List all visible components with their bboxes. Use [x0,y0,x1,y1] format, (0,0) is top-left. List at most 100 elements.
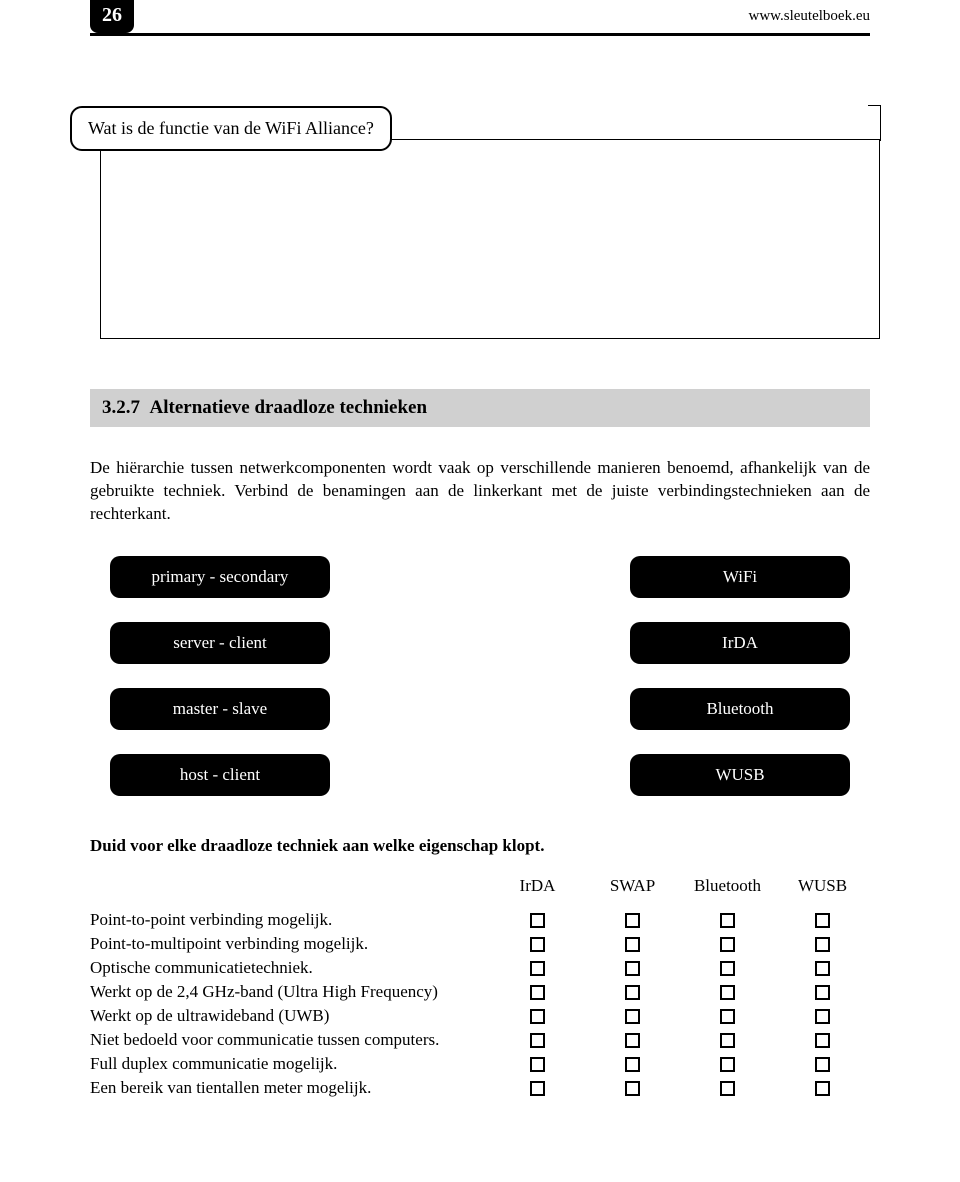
checkbox-cell [775,1031,870,1049]
checkbox[interactable] [625,1081,640,1096]
checkbox[interactable] [720,913,735,928]
checkbox-cell [585,911,680,929]
checkbox-cell [585,1079,680,1097]
match-left-1[interactable]: server - client [110,622,330,664]
checkbox[interactable] [625,985,640,1000]
table-row: Werkt op de 2,4 GHz-band (Ultra High Fre… [90,982,870,1002]
checkbox-cell [680,911,775,929]
checkbox-cell [585,959,680,977]
row-label-7: Een bereik van tientallen meter mogelijk… [90,1078,490,1098]
checkbox-cell [680,983,775,1001]
checkbox[interactable] [530,1057,545,1072]
checkbox[interactable] [530,1081,545,1096]
table-row: Point-to-multipoint verbinding mogelijk. [90,934,870,954]
checkbox[interactable] [720,1009,735,1024]
checkbox[interactable] [720,1033,735,1048]
checkbox-cell [775,1055,870,1073]
page-header: 26 www.sleutelboek.eu [90,0,870,36]
checkbox[interactable] [720,961,735,976]
row-label-3: Werkt op de 2,4 GHz-band (Ultra High Fre… [90,982,490,1002]
checkbox[interactable] [815,1081,830,1096]
checkbox[interactable] [530,1009,545,1024]
checkbox-cell [490,983,585,1001]
checkbox[interactable] [720,1081,735,1096]
checkbox-cell [680,935,775,953]
question-tab: Wat is de functie van de WiFi Alliance? [70,106,392,151]
question-container: Wat is de functie van de WiFi Alliance? [90,106,870,339]
checkbox-cell [775,1079,870,1097]
col-header-2: Bluetooth [680,876,775,896]
checkbox-cell [585,1007,680,1025]
checkbox[interactable] [815,937,830,952]
checkbox-cell [775,911,870,929]
checkbox-header-row: IrDA SWAP Bluetooth WUSB [90,876,870,896]
checkbox-cell [775,959,870,977]
match-right-2[interactable]: Bluetooth [630,688,850,730]
checkbox-cell [680,959,775,977]
checkbox-cell [585,1031,680,1049]
matching-exercise: primary - secondary server - client mast… [90,556,870,796]
checkbox[interactable] [530,913,545,928]
page-number-badge: 26 [90,0,134,33]
section-heading: 3.2.7 Alternatieve draadloze technieken [90,389,870,427]
match-left-3[interactable]: host - client [110,754,330,796]
row-label-4: Werkt op de ultrawideband (UWB) [90,1006,490,1026]
col-header-3: WUSB [775,876,870,896]
checkbox-cell [585,983,680,1001]
checkbox[interactable] [625,1033,640,1048]
checkbox[interactable] [625,1057,640,1072]
match-right-0[interactable]: WiFi [630,556,850,598]
col-header-0: IrDA [490,876,585,896]
checkbox-instruction: Duid voor elke draadloze techniek aan we… [90,836,870,856]
checkbox[interactable] [530,985,545,1000]
table-row: Full duplex communicatie mogelijk. [90,1054,870,1074]
match-left-0[interactable]: primary - secondary [110,556,330,598]
checkbox[interactable] [815,913,830,928]
matching-left-column: primary - secondary server - client mast… [110,556,330,796]
answer-box[interactable] [100,139,880,339]
table-row: Point-to-point verbinding mogelijk. [90,910,870,930]
checkbox[interactable] [720,937,735,952]
checkbox[interactable] [625,913,640,928]
match-right-3[interactable]: WUSB [630,754,850,796]
checkbox[interactable] [625,937,640,952]
checkbox-cell [490,1079,585,1097]
checkbox-cell [490,1007,585,1025]
checkbox[interactable] [625,1009,640,1024]
match-right-1[interactable]: IrDA [630,622,850,664]
table-row: Werkt op de ultrawideband (UWB) [90,1006,870,1026]
table-row: Niet bedoeld voor communicatie tussen co… [90,1030,870,1050]
section-title: Alternatieve draadloze technieken [150,397,428,418]
intro-paragraph: De hiërarchie tussen netwerkcomponenten … [90,457,870,526]
row-label-2: Optische communicatietechniek. [90,958,490,978]
section-number: 3.2.7 [102,397,140,418]
matching-right-column: WiFi IrDA Bluetooth WUSB [630,556,850,796]
checkbox-cell [775,935,870,953]
checkbox[interactable] [530,961,545,976]
checkbox-cell [680,1079,775,1097]
checkbox[interactable] [625,961,640,976]
table-row: Een bereik van tientallen meter mogelijk… [90,1078,870,1098]
checkbox[interactable] [815,961,830,976]
row-label-5: Niet bedoeld voor communicatie tussen co… [90,1030,490,1050]
row-label-1: Point-to-multipoint verbinding mogelijk. [90,934,490,954]
table-row: Optische communicatietechniek. [90,958,870,978]
checkbox-cell [490,935,585,953]
checkbox[interactable] [815,985,830,1000]
checkbox[interactable] [815,1057,830,1072]
header-url: www.sleutelboek.eu [749,0,871,29]
checkbox-cell [775,983,870,1001]
checkbox[interactable] [720,985,735,1000]
checkbox-cell [585,935,680,953]
checkbox[interactable] [815,1033,830,1048]
checkbox[interactable] [530,1033,545,1048]
checkbox-cell [490,1055,585,1073]
checkbox[interactable] [720,1057,735,1072]
checkbox[interactable] [530,937,545,952]
checkbox-cell [490,959,585,977]
checkbox-cell [775,1007,870,1025]
row-label-6: Full duplex communicatie mogelijk. [90,1054,490,1074]
match-left-2[interactable]: master - slave [110,688,330,730]
checkbox-table: IrDA SWAP Bluetooth WUSB Point-to-point … [90,876,870,1098]
checkbox[interactable] [815,1009,830,1024]
